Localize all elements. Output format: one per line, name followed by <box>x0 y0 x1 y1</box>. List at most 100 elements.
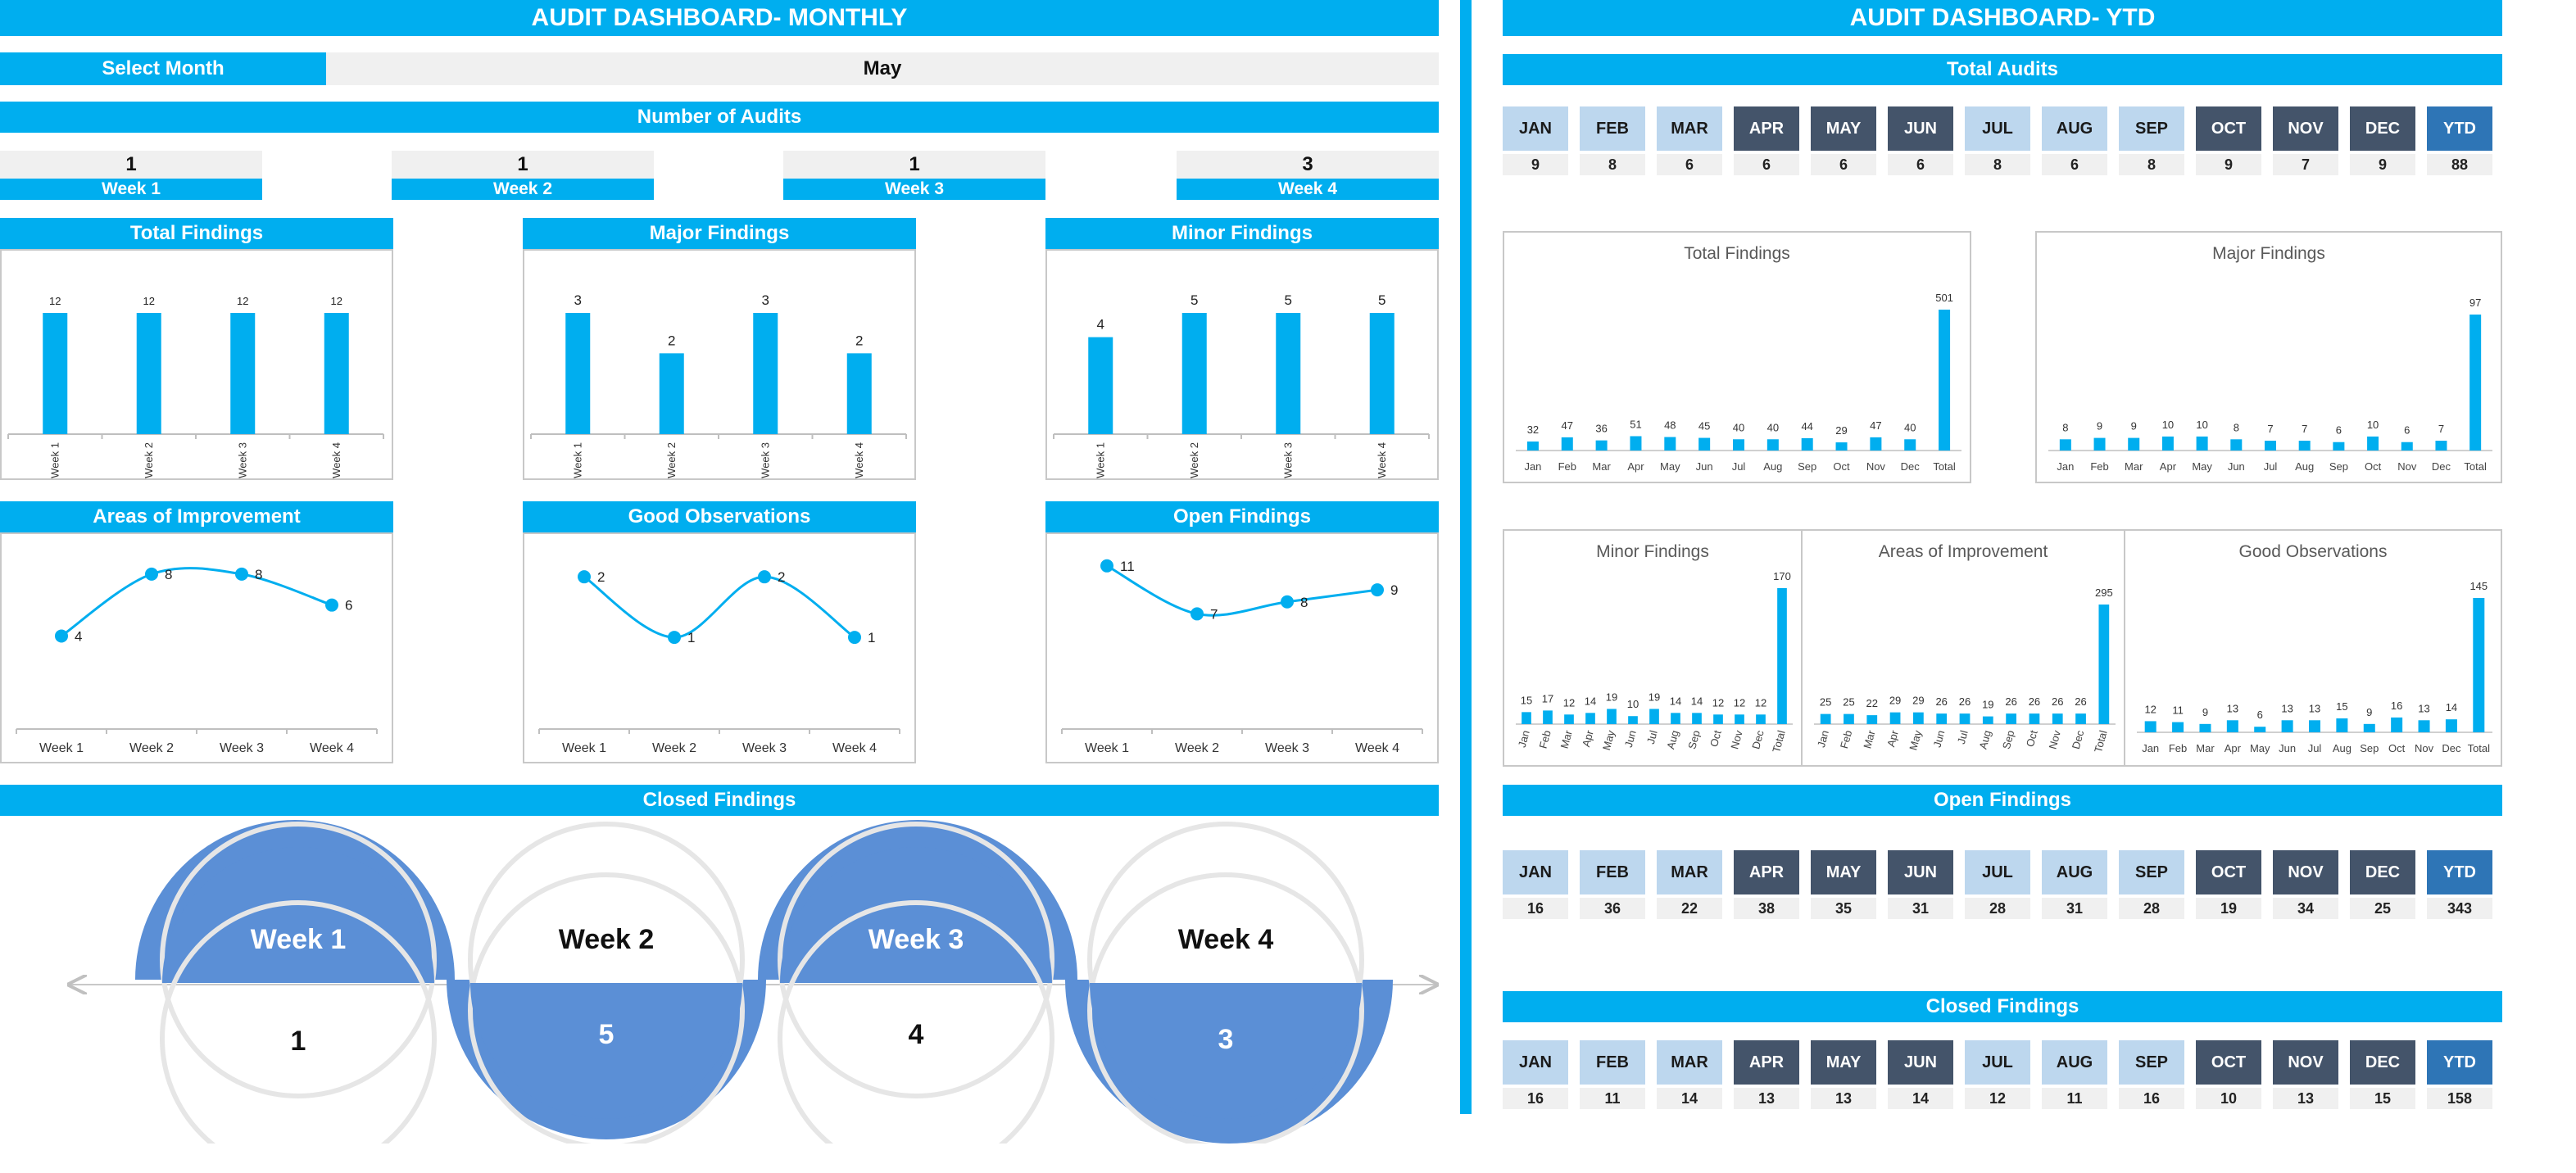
bar-nov <box>2401 442 2413 451</box>
closed-findings-value-dec: 15 <box>2350 1088 2415 1109</box>
week-3-top-fill <box>780 847 1052 983</box>
bar-sep <box>2363 723 2375 732</box>
data-label-week-3: 8 <box>255 567 262 582</box>
week-2-closed-label: Week 2 <box>559 924 655 955</box>
bar-dec <box>2445 719 2457 732</box>
ytd-good-observations-chart: Good Observations 12 Jan 11 Feb 9 Mar 13 Apr 6 May… <box>2124 529 2502 767</box>
tick-label-aug: Aug <box>2333 742 2352 754</box>
tick-label-feb: Feb <box>1558 460 1576 473</box>
tick-label-week-1: Week 1 <box>1085 741 1129 755</box>
data-label-nov: 47 <box>1870 419 1881 432</box>
data-label-jan: 15 <box>1521 694 1532 706</box>
bar-aug <box>1982 716 1993 724</box>
tick-label-sep: Sep <box>2000 729 2016 750</box>
bar-sep <box>1801 437 1813 451</box>
ytd-dashboard-title: AUDIT DASHBOARD- YTD <box>1503 0 2502 36</box>
tick-label-nov: Nov <box>2415 742 2434 754</box>
open-findings-value-mar: 22 <box>1657 898 1722 919</box>
bar-week-2 <box>136 313 161 434</box>
data-label-dec: 26 <box>2075 695 2086 708</box>
bar-aug <box>2336 718 2348 732</box>
open-findings-value-dec: 25 <box>2350 898 2415 919</box>
point-week-2 <box>145 567 158 581</box>
closed-findings-month-jul: JUL <box>1965 1040 2030 1085</box>
open-findings-month-may: MAY <box>1811 850 1876 894</box>
bar-apr <box>2161 436 2174 451</box>
open-findings-value-sep: 28 <box>2119 898 2184 919</box>
bar-week-1 <box>43 313 68 434</box>
tick-label-week-2: Week 2 <box>1175 741 1219 755</box>
data-label-sep: 6 <box>2336 424 2342 437</box>
bar-total <box>1777 588 1787 724</box>
data-label-jul: 13 <box>2309 702 2320 714</box>
tick-label-sep: Sep <box>2329 460 2348 473</box>
tick-label-total: Total <box>1933 460 1956 473</box>
bar-feb <box>2093 437 2106 451</box>
closed-findings-value-aug: 11 <box>2042 1088 2107 1109</box>
tick-label-apr: Apr <box>1627 460 1644 473</box>
tick-label-jul: Jul <box>2264 460 2278 473</box>
data-label-week-1: 4 <box>75 628 82 644</box>
open-findings-month-jul: JUL <box>1965 850 2030 894</box>
tick-label-jan: Jan <box>2142 742 2159 754</box>
open-findings-chart: 11 Week 1 7 Week 2 8 Week 3 9 Week 4 <box>1045 532 1439 763</box>
data-label-mar: 9 <box>2202 706 2208 718</box>
tick-label-week-4: Week 4 <box>1376 442 1388 478</box>
tick-label-week-2: Week 2 <box>652 741 696 755</box>
open-findings-month-aug: AUG <box>2042 850 2107 894</box>
closed-findings-month-jun: JUN <box>1888 1040 1953 1085</box>
point-week-1 <box>55 629 68 643</box>
tick-label-mar: Mar <box>1558 728 1574 750</box>
tick-label-aug: Aug <box>1763 460 1782 473</box>
total-audits-value-jun: 6 <box>1888 154 1953 175</box>
tick-label-week-3: Week 3 <box>742 741 787 755</box>
total-audits-month-dec: DEC <box>2350 106 2415 151</box>
data-label-jan: 32 <box>1527 423 1539 436</box>
closed-findings-month-ytd: YTD <box>2427 1040 2492 1085</box>
data-label-week-4: 9 <box>1390 582 1398 598</box>
closed-findings-month-sep: SEP <box>2119 1040 2184 1085</box>
data-label-mar: 22 <box>1866 697 1878 709</box>
week-3-closed-label: Week 3 <box>868 924 964 955</box>
open-findings-month-oct: OCT <box>2196 850 2261 894</box>
open-findings-month-jun: JUN <box>1888 850 1953 894</box>
data-label-week-2: 5 <box>1190 292 1198 308</box>
data-label-total: 97 <box>2469 297 2481 309</box>
chart-title: Total Findings <box>1684 244 1790 263</box>
tick-label-sep: Sep <box>1685 729 1702 750</box>
total-audits-value-oct: 9 <box>2196 154 2261 175</box>
tick-label-total: Total <box>2468 742 2491 754</box>
good-observations-header: Good Observations <box>523 501 916 532</box>
tick-label-jul: Jul <box>2308 742 2322 754</box>
bar-week-4 <box>846 353 872 434</box>
open-findings-value-feb: 36 <box>1580 898 1645 919</box>
bar-aug <box>1671 713 1680 724</box>
data-label-oct: 26 <box>2029 695 2040 708</box>
total-audits-value-nov: 7 <box>2273 154 2338 175</box>
open-findings-value-may: 35 <box>1811 898 1876 919</box>
closed-findings-month-aug: AUG <box>2042 1040 2107 1085</box>
tick-label-may: May <box>1600 728 1617 751</box>
month-select[interactable]: May <box>326 52 1439 85</box>
data-label-mar: 36 <box>1595 423 1607 435</box>
tick-label-week-1: Week 1 <box>562 741 606 755</box>
tick-label-mar: Mar <box>2196 742 2215 754</box>
bar-total <box>2473 598 2485 732</box>
bar-may <box>2196 436 2208 451</box>
point-week-3 <box>1281 595 1294 609</box>
bar-dec <box>2435 441 2447 451</box>
tick-label-may: May <box>1660 460 1680 473</box>
tick-label-week-4: Week 4 <box>310 741 354 755</box>
tick-label-week-4: Week 4 <box>330 442 342 478</box>
data-label-aug: 7 <box>2302 423 2307 435</box>
closed-findings-month-nov: NOV <box>2273 1040 2338 1085</box>
open-findings-month-nov: NOV <box>2273 850 2338 894</box>
week-4-audits-label: Week 4 <box>1177 179 1439 200</box>
tick-label-nov: Nov <box>2047 728 2064 750</box>
data-label-jun: 8 <box>2234 421 2239 433</box>
minor-findings-chart: 4 Week 1 5 Week 2 5 Week 3 5 Week 4 <box>1045 249 1439 480</box>
week-4-lower-ring <box>1087 872 1364 1144</box>
data-label-week-3: 12 <box>237 295 248 307</box>
ytd-open-findings-header: Open Findings <box>1503 785 2502 816</box>
tick-label-week-2: Week 2 <box>1188 442 1200 478</box>
